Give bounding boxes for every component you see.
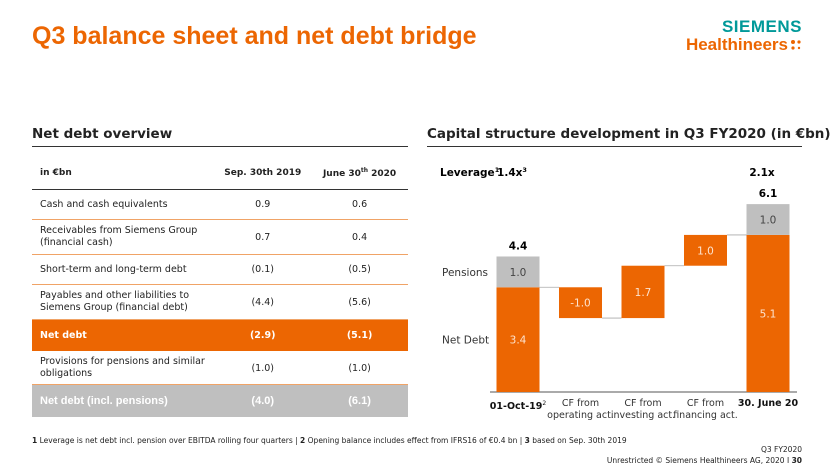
value-label: 1.0	[760, 215, 777, 227]
table-cell: (1.0)	[251, 362, 274, 374]
footnote-number: 2	[300, 436, 306, 445]
footnote-number: 3	[524, 436, 530, 445]
table-cell: 0.7	[255, 231, 271, 243]
footer-meta: Q3 FY2020 Unrestricted © Siemens Healthi…	[607, 444, 802, 466]
total-label: 6.1	[759, 188, 778, 200]
header-text: June 30	[322, 169, 361, 179]
header-cell: in €bn	[40, 168, 72, 178]
leverage-label: Leverage1	[440, 166, 500, 179]
value-label: 1.0	[510, 267, 527, 279]
header-text: 2020	[368, 169, 397, 179]
footnote-number: 1	[32, 436, 38, 445]
footnote-text: Leverage is net debt incl. pension over …	[39, 436, 298, 445]
category-sup: 2	[542, 400, 547, 407]
leverage-value: 2.1x	[749, 167, 775, 179]
category-label: CF from operating act.	[545, 398, 617, 422]
copyright: Unrestricted © Siemens Healthineers AG, …	[606, 456, 790, 465]
table-cell: (2.9)	[249, 330, 276, 341]
table-row: Provisions for pensions and similar obli…	[32, 352, 408, 385]
footnote-text: Opening balance includes effect from IFR…	[307, 436, 523, 445]
table-row: Payables and other liabilities to Siemen…	[32, 285, 408, 320]
bar	[496, 256, 540, 288]
category-text: CF from financing act.	[673, 398, 738, 421]
category-label: CF from financing act.	[670, 398, 742, 422]
header-cell: Sep. 30th 2019	[224, 168, 302, 178]
table-cell: 0.4	[352, 231, 368, 243]
value-label: 5.1	[760, 308, 777, 320]
table-cell: Cash and cash equivalents	[40, 198, 168, 210]
header-sup: th	[360, 167, 369, 174]
value-label: 1.7	[635, 287, 652, 299]
table-cell: Net debt (incl. pensions)	[40, 395, 168, 407]
table-cell: (5.6)	[348, 296, 371, 308]
category-text: CF from investing act.	[610, 398, 676, 421]
category-text: 01-Oct-19	[489, 401, 543, 413]
category-text: 30. June 20	[737, 398, 799, 409]
bar	[684, 234, 727, 266]
slide-title: Q3 balance sheet and net debt bridge	[32, 22, 477, 50]
footnote-text: based on Sep. 30th 2019	[532, 436, 627, 445]
page-number: 30	[791, 456, 802, 465]
table-cell: 0.9	[255, 199, 271, 210]
value-label: 3.4	[510, 335, 527, 347]
table-cell: Short-term and long-term debt	[40, 263, 187, 275]
logo: SIEMENS Healthineers	[686, 18, 802, 54]
chart-title: Capital structure development in Q3 FY20…	[427, 126, 831, 142]
table-cell: Net debt	[40, 329, 87, 341]
value-label: 1.0	[697, 245, 714, 257]
leverage-text: Leverage	[440, 167, 495, 179]
legend-label: Net Debt	[442, 335, 489, 347]
table-cell: (4.0)	[251, 395, 275, 407]
bar	[559, 287, 602, 319]
leverage-text: 1.4x	[497, 167, 523, 179]
bar	[496, 287, 540, 392]
leverage-value: 1.4x3	[497, 166, 527, 179]
footer-copyright: Unrestricted © Siemens Healthineers AG, …	[607, 455, 802, 466]
footnotes: 1 Leverage is net debt incl. pension ove…	[32, 436, 627, 445]
logo-healthineers: Healthineers	[685, 35, 788, 54]
title-rule	[32, 146, 408, 147]
table-cell: (0.1)	[251, 264, 274, 275]
table-row: Net debt (2.9) (5.1)	[32, 320, 408, 352]
category-label: CF from investing act.	[607, 398, 679, 422]
category-text: CF from operating act.	[547, 398, 614, 421]
table-row: Cash and cash equivalents 0.9 0.6	[32, 190, 408, 220]
table-cell: (1.0)	[348, 362, 371, 374]
table-cell: (0.5)	[348, 264, 371, 275]
header-cell: June 30th 2020	[311, 167, 408, 179]
table-title: Net debt overview	[32, 126, 173, 142]
table-row: Receivables from Siemens Group (financia…	[32, 220, 408, 255]
bar	[746, 204, 790, 235]
logo-dots	[791, 40, 801, 50]
table-cell: Payables and other liabilities to Siemen…	[40, 290, 190, 313]
table-row: Net debt (incl. pensions) (4.0) (6.1)	[32, 385, 408, 418]
category-label: 30. June 20	[732, 398, 804, 410]
value-label: -1.0	[570, 298, 591, 310]
table-cell: Provisions for pensions and similar obli…	[40, 356, 205, 379]
legend-label: Pensions	[442, 267, 488, 279]
footer-label: Q3 FY2020	[760, 445, 802, 454]
logo-siemens: SIEMENS	[721, 17, 802, 36]
table-header: in €bn Sep. 30th 2019 June 30th 2020	[32, 157, 408, 190]
bar	[746, 234, 790, 392]
category-label: 01-Oct-192	[482, 398, 554, 413]
table-cell: (6.1)	[348, 395, 371, 407]
table-cell: (4.4)	[251, 296, 274, 308]
leverage-sup: 3	[522, 166, 527, 174]
bar	[621, 265, 665, 319]
total-label: 4.4	[509, 240, 528, 252]
table-cell: (5.1)	[346, 330, 373, 341]
leverage-text: 2.1x	[749, 167, 775, 179]
table-cell: Receivables from Siemens Group (financia…	[40, 225, 198, 248]
leverage-sup: 1	[495, 166, 500, 174]
table-cell: 0.6	[352, 199, 368, 210]
table-row: Short-term and long-term debt (0.1) (0.5)	[32, 255, 408, 285]
title-rule	[427, 146, 802, 147]
